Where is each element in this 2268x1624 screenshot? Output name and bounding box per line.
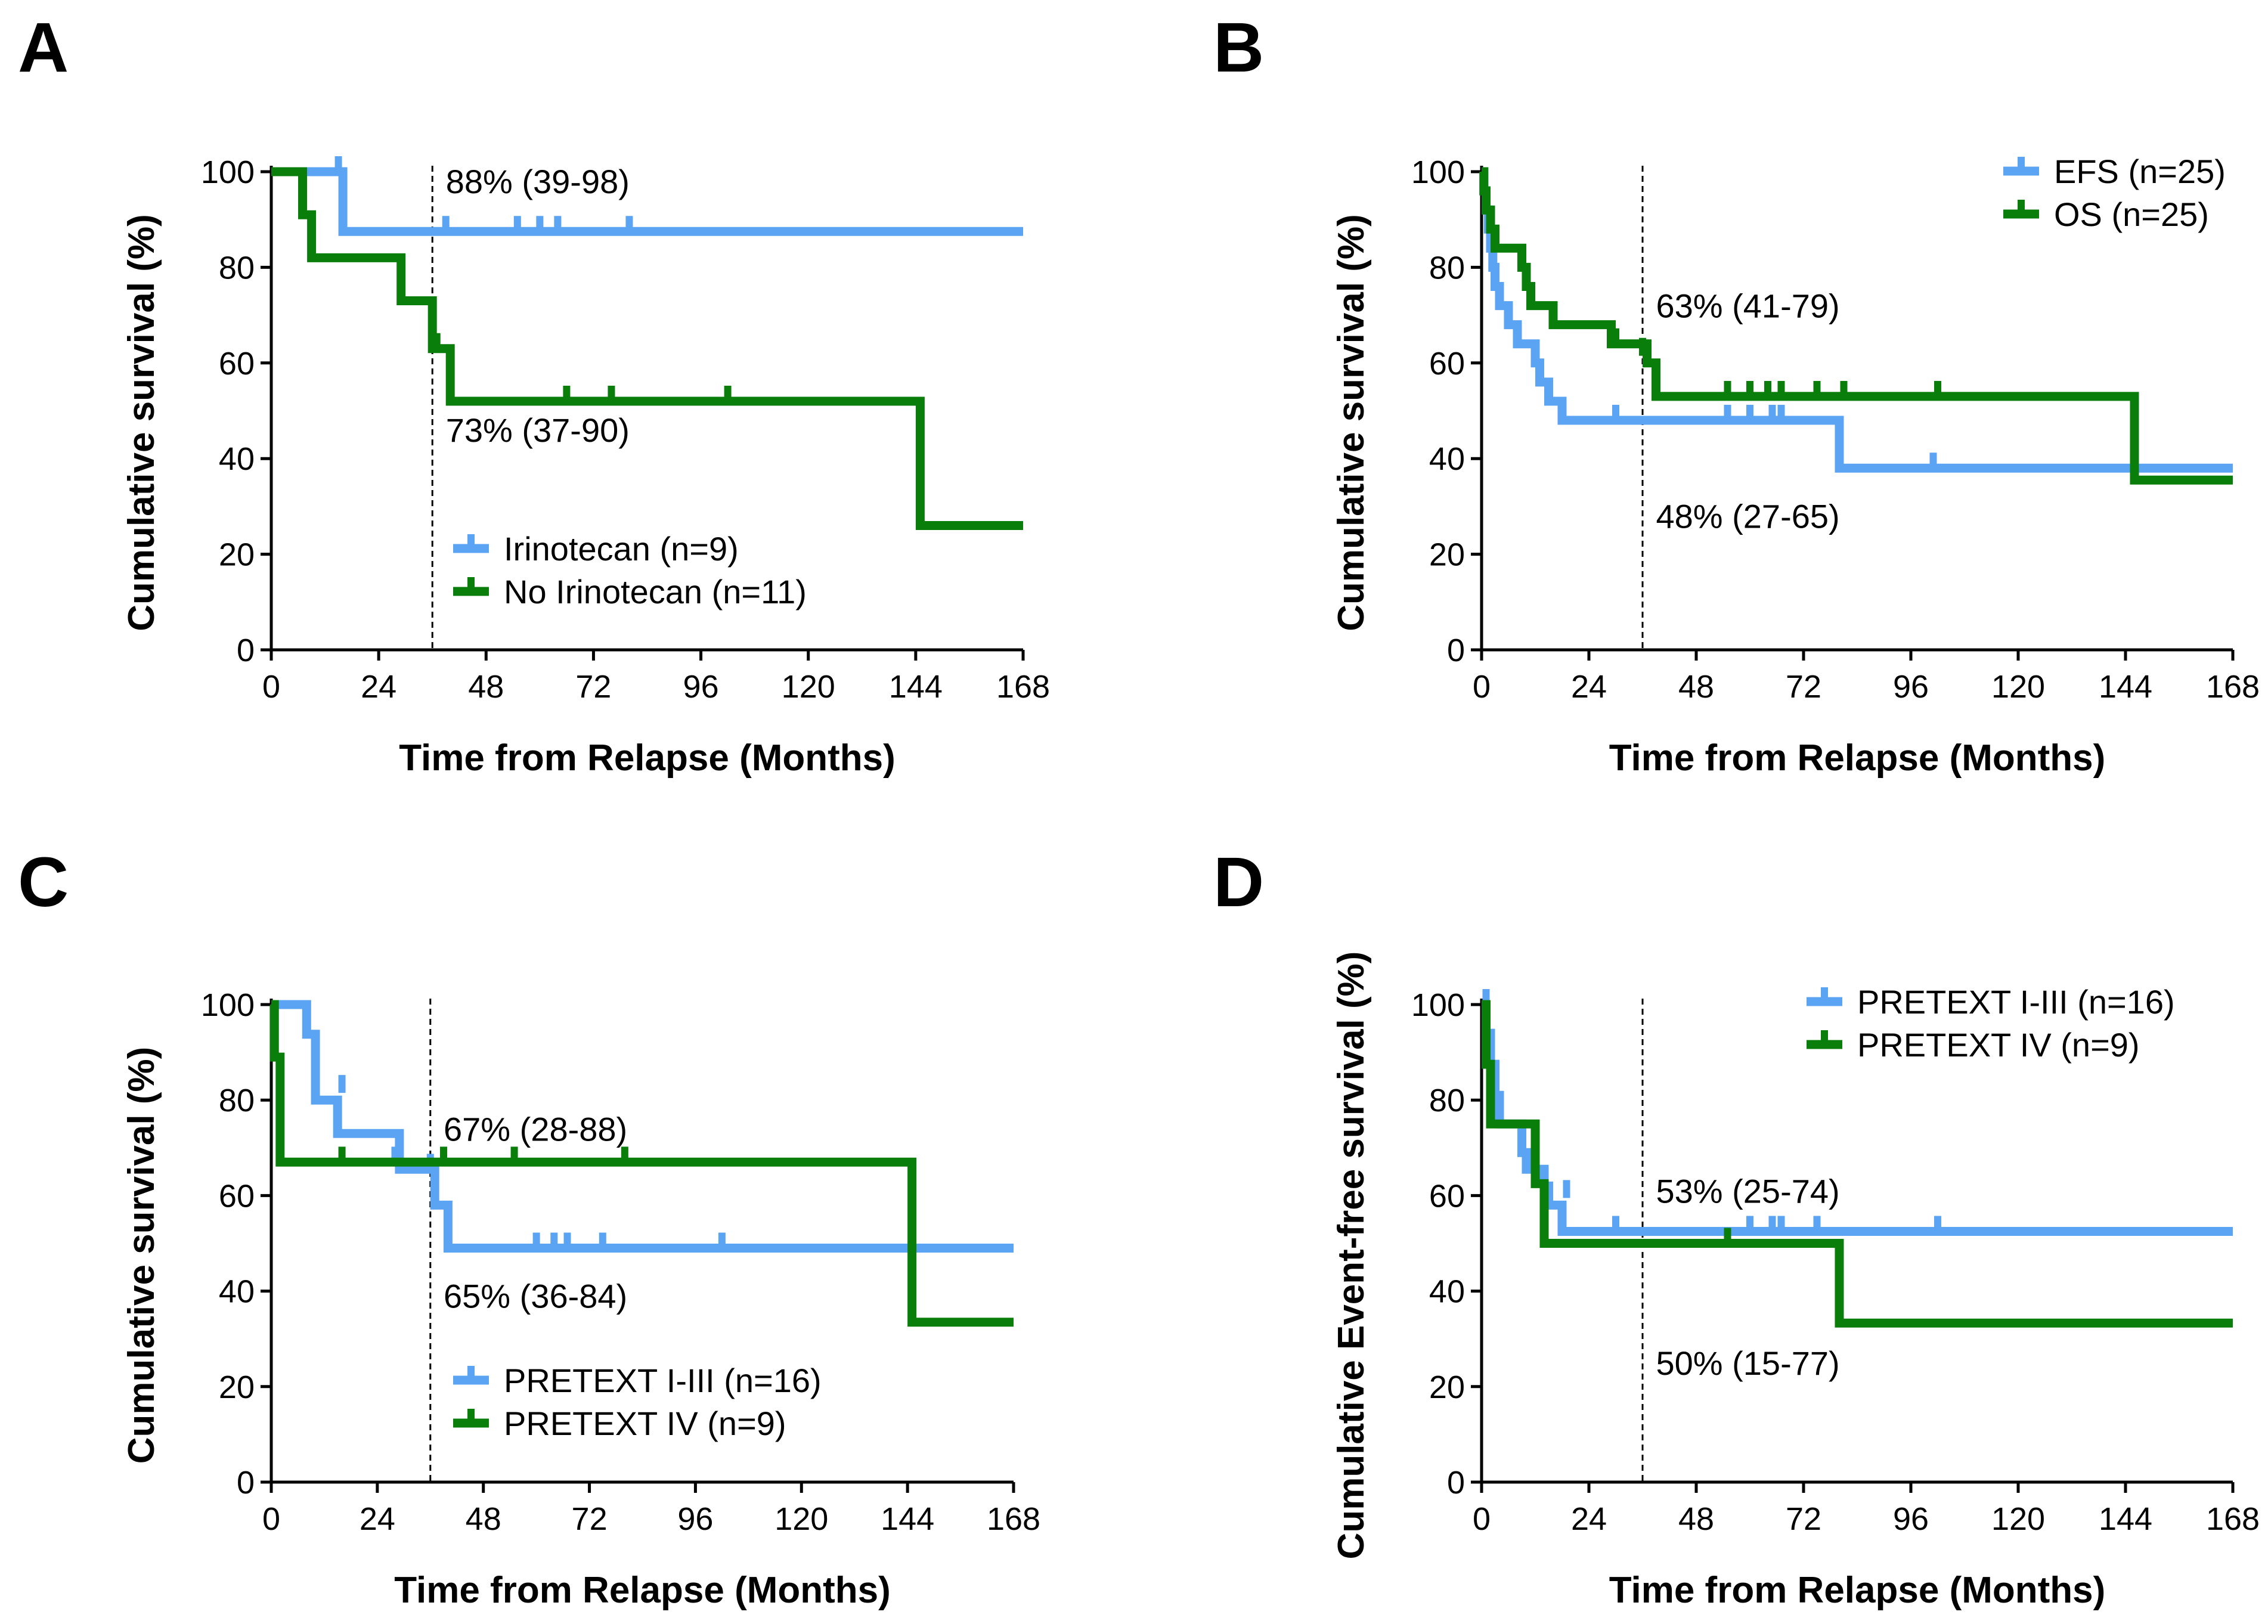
y-tick-label: 0 — [237, 633, 255, 668]
panel-letter: D — [1213, 843, 1264, 922]
series-line-2 — [269, 1000, 1014, 1327]
legend-label: PRETEXT IV (n=9) — [504, 1405, 786, 1442]
survival-annotation: 63% (41-79) — [1656, 287, 1840, 325]
y-tick-label: 20 — [1429, 537, 1465, 573]
x-tick-label: 96 — [1893, 669, 1929, 705]
y-tick-label: 0 — [1447, 633, 1465, 668]
y-tick-label: 60 — [219, 346, 255, 382]
panel-letter: A — [18, 8, 69, 87]
x-tick-label: 168 — [2206, 1501, 2260, 1537]
x-tick-label: 24 — [361, 669, 396, 705]
x-tick-label: 144 — [881, 1501, 934, 1537]
x-tick-label: 96 — [683, 669, 719, 705]
y-tick-label: 60 — [219, 1178, 255, 1214]
y-axis-title: Cumulative survival (%) — [121, 1047, 162, 1464]
y-tick-label: 100 — [1411, 154, 1465, 190]
series-line-2 — [1482, 1000, 2233, 1328]
y-tick-label: 40 — [1429, 441, 1465, 477]
y-tick-label: 20 — [219, 1369, 255, 1405]
series-line-2 — [271, 167, 1023, 530]
panel-b: B 0 20 40 60 80 100 0 24 48 72 96 120 144 168 Time from… — [1213, 8, 2260, 779]
x-tick-label: 48 — [1678, 669, 1714, 705]
x-tick-label: 0 — [1473, 669, 1491, 705]
series-line-2 — [1479, 167, 2233, 485]
x-axis-title: Time from Relapse (Months) — [1609, 737, 2106, 779]
panel-d: D 0 20 40 60 80 100 0 24 48 72 96 120 144 168 Time from… — [1213, 843, 2260, 1611]
survival-annotation: 50% (15-77) — [1656, 1344, 1840, 1382]
x-tick-label: 24 — [360, 1501, 395, 1537]
survival-annotation: 53% (25-74) — [1656, 1172, 1840, 1210]
y-tick-label: 60 — [1429, 1178, 1465, 1214]
y-tick-label: 80 — [219, 250, 255, 286]
panel-letter: C — [18, 843, 69, 922]
y-tick-label: 80 — [1429, 250, 1465, 286]
x-tick-label: 120 — [774, 1501, 828, 1537]
x-tick-label: 144 — [889, 669, 943, 705]
x-tick-label: 168 — [987, 1501, 1040, 1537]
x-tick-label: 168 — [2206, 669, 2260, 705]
panel-c: C 0 20 40 60 80 100 0 24 48 72 96 120 144 168 Time from… — [18, 843, 1040, 1611]
y-tick-label: 60 — [1429, 346, 1465, 382]
y-tick-label: 100 — [201, 987, 255, 1023]
x-tick-label: 48 — [1678, 1501, 1714, 1537]
x-tick-label: 96 — [677, 1501, 713, 1537]
x-tick-label: 120 — [1991, 1501, 2045, 1537]
x-tick-label: 0 — [262, 1501, 280, 1537]
y-axis-title: Cumulative survival (%) — [1331, 214, 1372, 631]
x-tick-label: 72 — [572, 1501, 608, 1537]
x-axis-title: Time from Relapse (Months) — [1609, 1570, 2106, 1611]
x-tick-label: 120 — [782, 669, 835, 705]
y-tick-label: 100 — [201, 154, 255, 190]
panel-letter: B — [1213, 8, 1264, 87]
x-tick-label: 24 — [1571, 669, 1607, 705]
y-tick-label: 0 — [237, 1465, 255, 1501]
survival-annotation: 65% (36-84) — [444, 1278, 627, 1315]
x-tick-label: 72 — [1786, 1501, 1821, 1537]
x-tick-label: 0 — [262, 669, 280, 705]
legend-label: OS (n=25) — [2054, 196, 2209, 233]
series-line-1 — [271, 1000, 1014, 1253]
panel-a: A 0 20 40 60 80 100 0 24 48 72 96 120 144 168 Time from… — [18, 8, 1050, 779]
legend-label: PRETEXT I-III (n=16) — [504, 1362, 822, 1399]
x-tick-label: 144 — [2099, 1501, 2152, 1537]
y-tick-label: 40 — [1429, 1274, 1465, 1310]
legend-label: PRETEXT IV (n=9) — [1857, 1026, 2140, 1064]
survival-annotation: 48% (27-65) — [1656, 497, 1840, 535]
y-tick-label: 80 — [219, 1083, 255, 1118]
x-tick-label: 48 — [466, 1501, 501, 1537]
x-tick-label: 168 — [996, 669, 1050, 705]
x-tick-label: 0 — [1473, 1501, 1491, 1537]
x-tick-label: 120 — [1991, 669, 2045, 705]
legend-label: EFS (n=25) — [2054, 153, 2226, 190]
x-tick-label: 48 — [468, 669, 504, 705]
x-tick-label: 96 — [1893, 1501, 1929, 1537]
x-axis-title: Time from Relapse (Months) — [394, 1570, 891, 1611]
series-line-1 — [271, 167, 1023, 236]
legend-label: Irinotecan (n=9) — [504, 530, 739, 568]
y-tick-label: 80 — [1429, 1083, 1465, 1118]
y-axis-title: Cumulative Event-free survival (%) — [1331, 952, 1372, 1560]
y-tick-label: 0 — [1447, 1465, 1465, 1501]
y-tick-label: 100 — [1411, 987, 1465, 1023]
y-tick-label: 40 — [219, 441, 255, 477]
y-tick-label: 20 — [1429, 1369, 1465, 1405]
y-axis-title: Cumulative survival (%) — [121, 214, 162, 631]
y-tick-label: 40 — [219, 1274, 255, 1310]
survival-annotation: 73% (37-90) — [446, 411, 630, 449]
x-tick-label: 144 — [2099, 669, 2152, 705]
x-tick-label: 24 — [1571, 1501, 1607, 1537]
x-axis-title: Time from Relapse (Months) — [399, 737, 896, 779]
legend-label: PRETEXT I-III (n=16) — [1857, 983, 2175, 1021]
legend-label: No Irinotecan (n=11) — [504, 573, 807, 610]
survival-annotation: 88% (39-98) — [446, 163, 630, 200]
survival-annotation: 67% (28-88) — [444, 1110, 627, 1148]
x-tick-label: 72 — [575, 669, 611, 705]
y-tick-label: 20 — [219, 537, 255, 573]
x-tick-label: 72 — [1786, 669, 1821, 705]
